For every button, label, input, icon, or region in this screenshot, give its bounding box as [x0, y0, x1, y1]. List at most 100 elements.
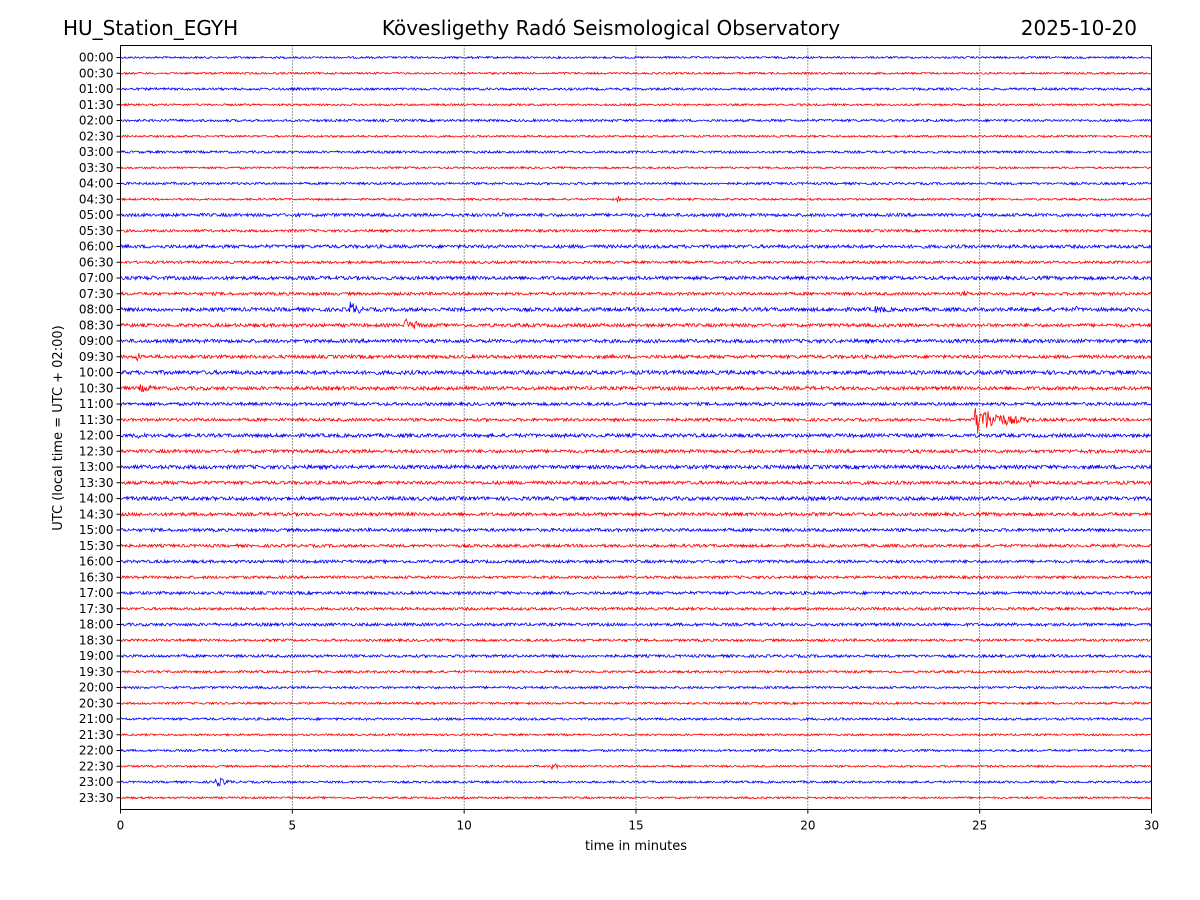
row-label-0230: 02:30	[79, 129, 114, 143]
x-tick-label-15: 15	[628, 819, 643, 833]
trace-0330	[120, 165, 1152, 170]
row-label-0430: 04:30	[79, 192, 114, 206]
trace-0930	[120, 353, 1152, 362]
trace-1830	[120, 637, 1152, 643]
row-label-1830: 18:30	[79, 633, 114, 647]
trace-0800	[120, 301, 1152, 314]
row-label-1900: 19:00	[79, 649, 114, 663]
trace-0430	[120, 196, 1152, 204]
row-label-1030: 10:30	[79, 381, 114, 395]
row-label-0530: 05:30	[79, 224, 114, 238]
trace-1730	[120, 605, 1152, 612]
row-label-0330: 03:30	[79, 161, 114, 175]
trace-2100	[120, 716, 1152, 722]
row-label-1200: 12:00	[79, 429, 114, 443]
row-label-1100: 11:00	[79, 397, 114, 411]
row-label-1600: 16:00	[79, 555, 114, 569]
trace-0030	[120, 71, 1152, 76]
date-title: 2025-10-20	[1021, 16, 1137, 40]
row-label-1330: 13:30	[79, 476, 114, 490]
row-label-0700: 07:00	[79, 271, 114, 285]
trace-2030	[120, 701, 1152, 706]
row-label-0130: 01:30	[79, 98, 114, 112]
trace-1030	[120, 384, 1152, 393]
row-label-1000: 10:00	[79, 366, 114, 380]
trace-0500	[120, 211, 1152, 219]
trace-1400	[120, 495, 1152, 502]
trace-0600	[120, 243, 1152, 250]
x-tick-label-0: 0	[117, 819, 125, 833]
row-label-1930: 19:30	[79, 665, 114, 679]
trace-0000	[120, 55, 1152, 60]
trace-2000	[120, 685, 1152, 690]
row-label-1630: 16:30	[79, 570, 114, 584]
trace-1530	[120, 542, 1152, 549]
vertical-gridlines	[291, 45, 981, 810]
row-label-1500: 15:00	[79, 523, 114, 537]
trace-1600	[120, 558, 1152, 565]
row-label-0100: 01:00	[79, 82, 114, 96]
trace-1700	[120, 590, 1152, 596]
trace-2200	[120, 748, 1152, 753]
row-label-1430: 14:30	[79, 507, 114, 521]
plot-frame	[120, 45, 1152, 810]
row-label-2230: 22:30	[79, 759, 114, 773]
trace-1500	[120, 526, 1152, 534]
trace-0230	[120, 134, 1152, 139]
x-axis-ticks: 0 5 10 15 20 25 30	[117, 809, 1159, 833]
trace-1000	[120, 369, 1152, 376]
row-label-2330: 23:30	[79, 791, 114, 805]
row-label-0030: 00:30	[79, 66, 114, 80]
trace-1630	[120, 574, 1152, 581]
row-label-1230: 12:30	[79, 444, 114, 458]
row-label-1800: 18:00	[79, 618, 114, 632]
trace-0530	[120, 228, 1152, 234]
row-label-1130: 11:30	[79, 413, 114, 427]
row-label-2100: 21:00	[79, 712, 114, 726]
x-axis-label: time in minutes	[585, 839, 687, 854]
row-label-0600: 06:00	[79, 240, 114, 254]
row-label-2030: 20:30	[79, 696, 114, 710]
trace-1330	[120, 479, 1152, 488]
row-label-1730: 17:30	[79, 602, 114, 616]
x-tick-label-30: 30	[1144, 819, 1159, 833]
trace-2330	[120, 795, 1152, 800]
trace-1430	[120, 511, 1152, 518]
x-tick-label-10: 10	[457, 819, 472, 833]
row-label-0830: 08:30	[79, 318, 114, 332]
row-label-2200: 22:00	[79, 744, 114, 758]
trace-0630	[120, 259, 1152, 265]
trace-1300	[120, 463, 1152, 471]
x-tick-label-5: 5	[289, 819, 297, 833]
row-label-0400: 04:00	[79, 177, 114, 191]
trace-0730	[120, 290, 1152, 297]
row-label-1300: 13:00	[79, 460, 114, 474]
trace-1930	[120, 669, 1152, 675]
trace-0100	[120, 86, 1152, 92]
trace-0300	[120, 149, 1152, 155]
y-axis-label: UTC (local time = UTC + 02:00)	[51, 325, 66, 530]
row-label-2300: 23:00	[79, 775, 114, 789]
x-tick-label-20: 20	[800, 819, 815, 833]
trace-0200	[120, 118, 1152, 123]
station-title: HU_Station_EGYH	[63, 16, 238, 40]
row-label-0630: 06:30	[79, 255, 114, 269]
trace-0700	[120, 274, 1152, 282]
row-label-0900: 09:00	[79, 334, 114, 348]
trace-2230	[120, 763, 1152, 770]
observatory-title: Kövesligethy Radó Seismological Observat…	[382, 16, 840, 40]
row-label-0800: 08:00	[79, 303, 114, 317]
row-label-0500: 05:00	[79, 208, 114, 222]
row-label-1400: 14:00	[79, 492, 114, 506]
row-label-1700: 17:00	[79, 586, 114, 600]
trace-0130	[120, 102, 1152, 107]
row-label-0200: 02:00	[79, 114, 114, 128]
trace-1900	[120, 653, 1152, 659]
trace-1800	[120, 621, 1152, 628]
trace-2130	[120, 732, 1152, 737]
row-label-2000: 20:00	[79, 681, 114, 695]
row-label-0930: 09:30	[79, 350, 114, 364]
trace-1230	[120, 448, 1152, 455]
trace-0900	[120, 337, 1152, 345]
